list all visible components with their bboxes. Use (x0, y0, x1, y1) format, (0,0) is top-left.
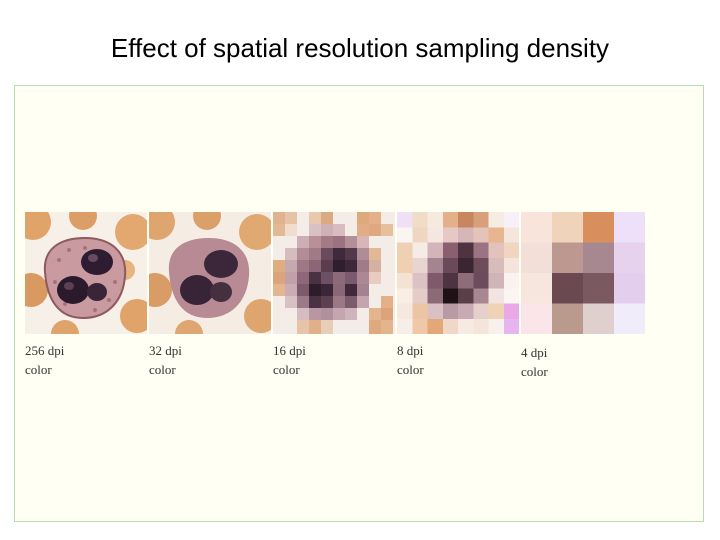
caption-mode: color (521, 364, 548, 379)
image-panel-4dpi (521, 212, 645, 334)
caption-resolution: 4 dpi (521, 345, 548, 360)
caption-mode: color (397, 362, 424, 377)
caption-16dpi: 16 dpi color (273, 341, 306, 379)
image-panel-8dpi (397, 212, 519, 334)
caption-resolution: 32 dpi (149, 343, 182, 358)
caption-resolution: 16 dpi (273, 343, 306, 358)
caption-resolution: 256 dpi (25, 343, 65, 358)
image-panel-256dpi (25, 212, 147, 334)
caption-resolution: 8 dpi (397, 343, 424, 358)
caption-256dpi: 256 dpi color (25, 341, 64, 379)
image-panel-16dpi (273, 212, 395, 334)
image-panel-32dpi (149, 212, 271, 334)
caption-4dpi: 4 dpi color (521, 343, 548, 381)
caption-mode: color (149, 362, 176, 377)
caption-mode: color (273, 362, 300, 377)
blood-cell-image-256dpi (25, 212, 147, 334)
caption-8dpi: 8 dpi color (397, 341, 424, 379)
blood-cell-image-16dpi (273, 212, 395, 334)
slide-title: Effect of spatial resolution sampling de… (110, 33, 610, 63)
caption-32dpi: 32 dpi color (149, 341, 182, 379)
blood-cell-image-4dpi (521, 212, 645, 334)
blood-cell-image-32dpi (149, 212, 271, 334)
caption-mode: color (25, 362, 52, 377)
blood-cell-image-8dpi (397, 212, 519, 334)
